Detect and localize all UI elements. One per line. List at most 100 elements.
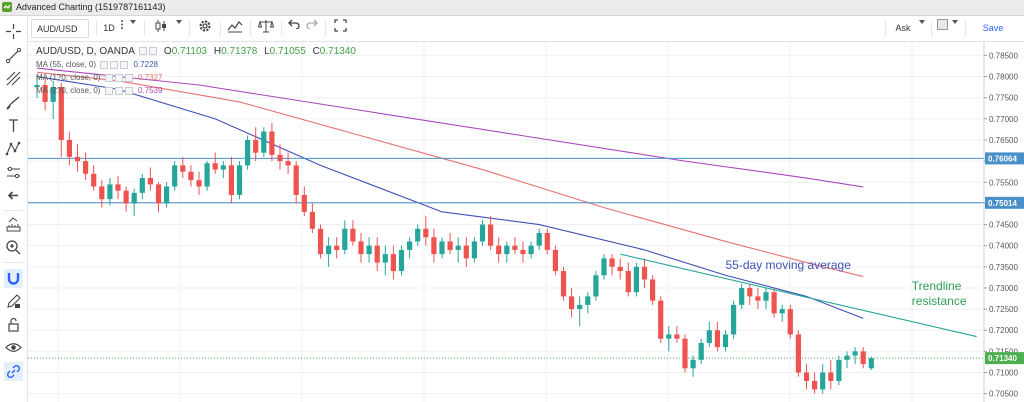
legend-settings-toggle[interactable]: [149, 47, 158, 56]
gear-icon[interactable]: [194, 19, 216, 38]
candle-body: [164, 186, 170, 204]
candle-body: [771, 292, 777, 314]
compare-scale-icon[interactable]: [255, 19, 277, 38]
ma55-settings-toggle[interactable]: [110, 60, 119, 69]
indicators-icon[interactable]: [224, 19, 246, 38]
crosshair-icon[interactable]: [4, 22, 23, 41]
toolbar-divider: [4, 210, 23, 211]
measure-ruler-icon[interactable]: [4, 215, 23, 234]
brush-icon[interactable]: [4, 93, 23, 112]
interval-dropdown-chevron-icon[interactable]: [127, 19, 139, 38]
candle-body: [488, 224, 494, 246]
legend-ma200: MA (2?0, close, 0) 0.7539: [36, 85, 162, 97]
eye-icon[interactable]: [4, 338, 23, 357]
interval-button[interactable]: 1D: [101, 19, 117, 38]
toolbar-divider: [96, 21, 97, 36]
price-axis[interactable]: 0.78500 0.78000 0.77500 0.77000 0.76500 0.760…: [983, 42, 1024, 402]
candle-body: [455, 245, 461, 250]
candle-body: [407, 241, 413, 250]
toolbar-divider: [325, 21, 326, 36]
toolbar-divider: [4, 262, 23, 263]
candles-style-icon[interactable]: [150, 19, 172, 38]
layout-square-icon[interactable]: [935, 19, 949, 38]
candle-body: [285, 161, 291, 166]
legend-title: AUD/USD, D, OANDA: [36, 46, 135, 57]
chart-style-dropdown-chevron-icon[interactable]: [173, 19, 185, 38]
candle-body: [722, 334, 729, 348]
ma100-settings-toggle[interactable]: [114, 73, 123, 82]
candle-body: [479, 224, 486, 242]
legend-visibility-toggle[interactable]: [139, 47, 148, 56]
symbol-search-input[interactable]: AUD/USD: [31, 19, 89, 38]
last-price-tag: [985, 352, 1024, 365]
ma100-visibility-toggle[interactable]: [104, 73, 113, 82]
zoom-in-icon[interactable]: [4, 238, 23, 257]
legend-high: H0.71378: [213, 46, 258, 57]
candles: [34, 76, 874, 394]
ma55-remove-toggle[interactable]: [120, 60, 129, 69]
candle-body: [42, 85, 48, 102]
ma200-remove-toggle[interactable]: [124, 86, 133, 95]
pitchfork-icon[interactable]: [4, 69, 23, 88]
candle-body: [277, 154, 283, 162]
chart-area[interactable]: 55-day moving average Trendline resistance…: [28, 42, 1024, 402]
candle-body: [204, 163, 210, 187]
pencil-lock-icon[interactable]: [4, 292, 23, 311]
interval-more-icon[interactable]: [118, 19, 126, 38]
ma200-visibility-toggle[interactable]: [104, 86, 113, 95]
price-axis-tick-label: 0.71500: [989, 347, 1018, 356]
candle-body: [374, 245, 380, 263]
candle-body: [123, 190, 129, 204]
candle-body: [212, 163, 218, 170]
magnet-icon[interactable]: [4, 269, 23, 288]
app-logo-icon: [2, 2, 12, 12]
price-axis-tick-label: 0.73000: [989, 284, 1018, 293]
level-price-tag-label: 0.76064: [988, 154, 1017, 163]
fullscreen-icon[interactable]: [329, 19, 351, 38]
price-type-chevron-icon[interactable]: [916, 19, 928, 38]
toolbar-divider: [885, 21, 886, 36]
candle-body: [496, 245, 502, 255]
price-axis-tick-label: 0.76500: [989, 136, 1018, 145]
trend-line-icon[interactable]: [4, 46, 23, 65]
price-axis-tick-label: 0.74500: [989, 221, 1018, 230]
layout-chevron-icon[interactable]: [949, 19, 961, 38]
link-icon[interactable]: [4, 362, 23, 381]
candle-body: [196, 180, 202, 187]
horizontal-lines: [28, 157, 984, 359]
legend-ma55: MA (55, close, 0) 0.7228: [36, 59, 158, 71]
candle-body: [868, 358, 874, 369]
candle-body: [658, 300, 664, 339]
candle-body: [91, 173, 97, 187]
price-chart[interactable]: 55-day moving average Trendlineresistance…: [28, 42, 1024, 402]
candle-body: [147, 178, 153, 185]
candle-body: [552, 249, 558, 272]
candle-body: [180, 165, 186, 172]
ma100-remove-toggle[interactable]: [124, 73, 133, 82]
candle-body: [731, 304, 737, 335]
prediction-tool-icon[interactable]: [4, 163, 23, 182]
candle-body: [471, 241, 477, 259]
price-axis-tick-label: 0.77500: [989, 94, 1018, 103]
ma200-settings-toggle[interactable]: [114, 86, 123, 95]
undo-icon[interactable]: [285, 19, 303, 38]
level-price-tag: [985, 196, 1024, 209]
candle-body: [253, 139, 259, 153]
save-button[interactable]: Save: [973, 19, 1013, 38]
top-toolbar: AUD/USD 1D Ask: [27, 16, 1024, 42]
back-arrow-icon[interactable]: [4, 186, 23, 205]
candle-body: [787, 309, 793, 335]
candle-body: [706, 330, 712, 343]
text-tool-icon[interactable]: [4, 116, 23, 135]
candle-body: [714, 330, 720, 348]
redo-icon[interactable]: [303, 19, 321, 38]
lock-icon[interactable]: [4, 315, 23, 334]
candle-body: [860, 351, 866, 365]
window-titlebar: Advanced Charting (1519787161143): [0, 0, 1024, 16]
candle-body: [366, 245, 372, 255]
ma55-visibility-toggle[interactable]: [100, 60, 109, 69]
price-type-button[interactable]: Ask: [891, 19, 915, 38]
trendline-resistance[interactable]: [620, 253, 977, 338]
pattern-tool-icon[interactable]: [4, 139, 23, 158]
